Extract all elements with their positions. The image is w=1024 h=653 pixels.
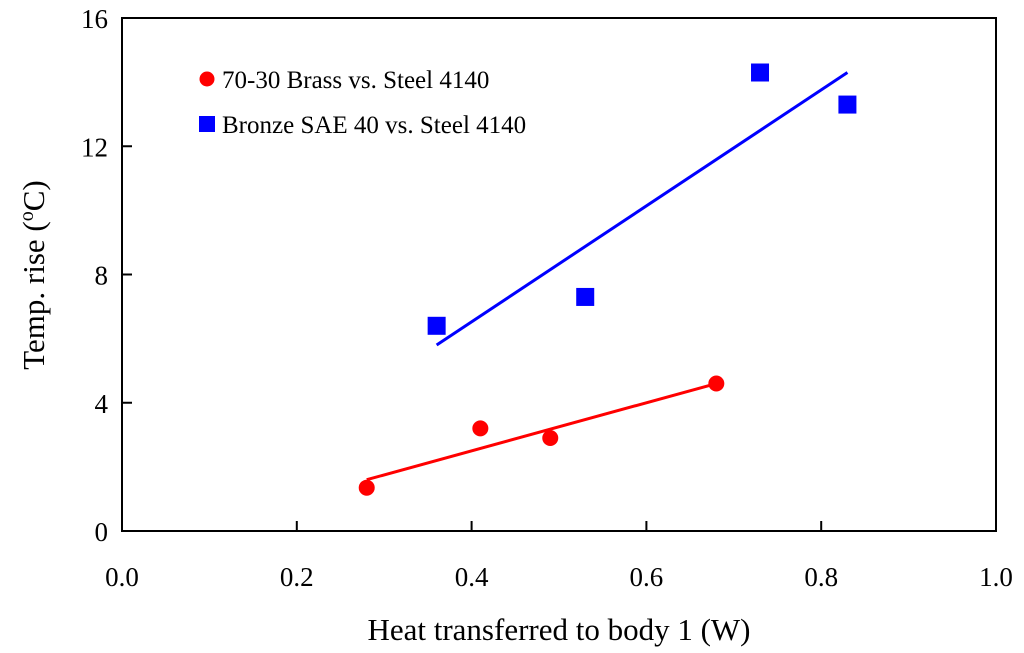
- x-tick-label: 1.0: [979, 562, 1013, 592]
- y-axis-title-unit: C): [16, 180, 51, 211]
- y-axis-title-main: Temp. rise (: [16, 221, 51, 369]
- legend-label-brass: 70-30 Brass vs. Steel 4140: [222, 67, 489, 94]
- data-point-series-0: [472, 420, 489, 437]
- trend-lines: [366, 71, 849, 482]
- legend-marker-brass: [199, 71, 215, 87]
- data-point-series-0: [358, 479, 375, 496]
- y-tick-label: 12: [81, 132, 108, 162]
- legend-label-bronze: Bronze SAE 40 vs. Steel 4140: [222, 112, 526, 139]
- y-tick-label: 4: [95, 389, 109, 419]
- x-tick-label: 0.8: [804, 562, 838, 592]
- x-axis-title: Heat transferred to body 1 (W): [367, 612, 750, 647]
- legend-marker-bronze: [199, 116, 215, 132]
- y-axis-title-superscript: o: [16, 211, 38, 221]
- data-markers: [358, 63, 857, 496]
- x-tick-label: 0.6: [630, 562, 664, 592]
- x-tick-label: 0.0: [105, 562, 139, 592]
- x-axis-ticks: 0.0 0.2 0.4 0.6 0.8 1.0: [105, 521, 1013, 592]
- x-tick-label: 0.2: [280, 562, 314, 592]
- y-axis-title: Temp. rise (oC): [16, 180, 51, 369]
- plot-area: [121, 17, 997, 532]
- trend-line-series-1: [435, 71, 849, 347]
- y-tick-label: 8: [95, 261, 109, 291]
- data-point-series-1: [838, 95, 857, 114]
- trend-line-series-0: [366, 382, 717, 482]
- data-point-series-1: [576, 287, 595, 306]
- y-axis-ticks: 0 4 8 12 16: [81, 4, 132, 547]
- y-tick-label: 0: [95, 517, 109, 547]
- x-tick-label: 0.4: [455, 562, 489, 592]
- data-point-series-0: [708, 375, 725, 392]
- data-point-series-1: [751, 63, 770, 82]
- data-point-series-1: [427, 316, 446, 335]
- legend: 70-30 Brass vs. Steel 4140 Bronze SAE 40…: [199, 67, 526, 139]
- data-point-series-0: [542, 430, 559, 447]
- y-tick-label: 16: [81, 4, 108, 34]
